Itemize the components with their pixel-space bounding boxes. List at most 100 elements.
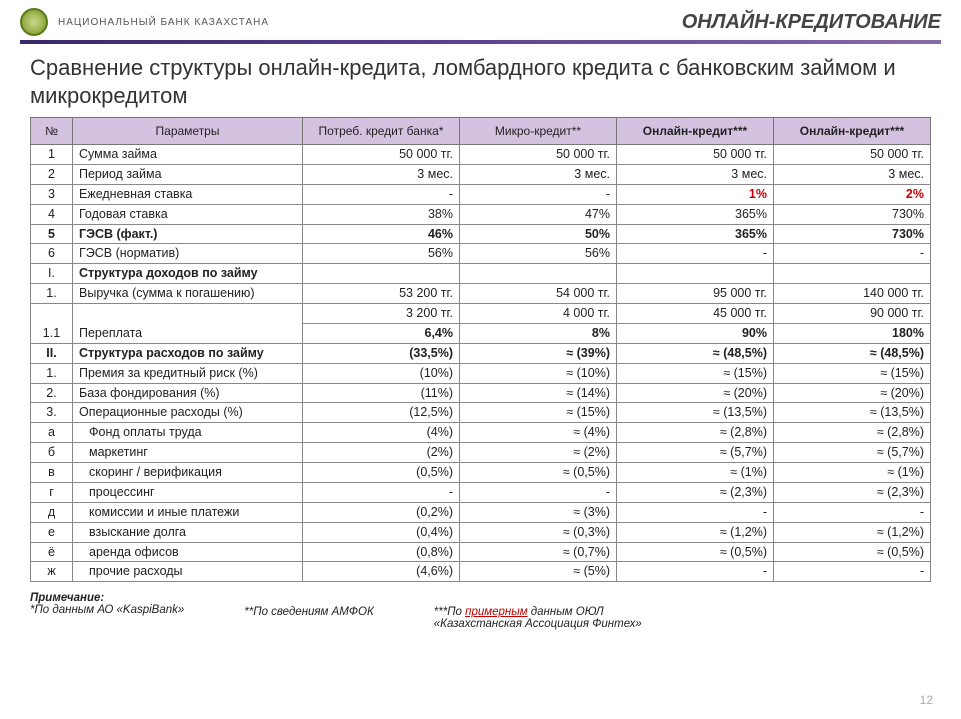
cell-value: ≈ (20%): [617, 383, 774, 403]
cell-value: 180%: [774, 323, 931, 343]
cell-num: 5: [31, 224, 73, 244]
table-body: 1Сумма займа50 000 тг.50 000 тг.50 000 т…: [31, 145, 931, 582]
cell-value: -: [460, 184, 617, 204]
cell-param: взыскание долга: [73, 522, 303, 542]
cell-value: (33,5%): [303, 343, 460, 363]
table-row: 2Период займа3 мес.3 мес.3 мес.3 мес.: [31, 164, 931, 184]
cell-num: а: [31, 423, 73, 443]
cell-value: 140 000 тг.: [774, 284, 931, 304]
cell-value: ≈ (0,5%): [774, 542, 931, 562]
cell-param: Структура доходов по займу: [73, 264, 303, 284]
cell-value: 46%: [303, 224, 460, 244]
col-online2: Онлайн-кредит***: [774, 118, 931, 145]
cell-value: ≈ (13,5%): [774, 403, 931, 423]
cell-value: ≈ (2,8%): [617, 423, 774, 443]
cell-num: ё: [31, 542, 73, 562]
cell-value: ≈ (1,2%): [774, 522, 931, 542]
table-row: 6ГЭСВ (норматив)56%56%--: [31, 244, 931, 264]
cell-value: 730%: [774, 204, 931, 224]
cell-value: (0,8%): [303, 542, 460, 562]
cell-value: -: [617, 244, 774, 264]
cell-value: (0,2%): [303, 502, 460, 522]
cell-param: Ежедневная ставка: [73, 184, 303, 204]
cell-num: 6: [31, 244, 73, 264]
table-row: ёаренда офисов(0,8%)≈ (0,7%)≈ (0,5%)≈ (0…: [31, 542, 931, 562]
table-row: 5ГЭСВ (факт.)46%50%365%730%: [31, 224, 931, 244]
cell-param: Период займа: [73, 164, 303, 184]
cell-value: ≈ (1,2%): [617, 522, 774, 542]
table-row: 2.База фондирования (%)(11%)≈ (14%)≈ (20…: [31, 383, 931, 403]
logo-block: НАЦИОНАЛЬНЫЙ БАНК КАЗАХСТАНА: [20, 8, 269, 36]
cell-value: 4 000 тг.: [460, 304, 617, 324]
cell-value: 2%: [774, 184, 931, 204]
cell-value: 3 200 тг.: [303, 304, 460, 324]
cell-value: ≈ (15%): [617, 363, 774, 383]
cell-value: ≈ (2,3%): [617, 482, 774, 502]
table-row: 1.1Переплата6,4%8%90%180%: [31, 323, 931, 343]
cell-param: Операционные расходы (%): [73, 403, 303, 423]
cell-value: ≈ (5,7%): [617, 443, 774, 463]
table-row: 1.Выручка (сумма к погашению)53 200 тг.5…: [31, 284, 931, 304]
table-row: 1.Премия за кредитный риск (%)(10%)≈ (10…: [31, 363, 931, 383]
cell-value: ≈ (20%): [774, 383, 931, 403]
cell-value: -: [303, 482, 460, 502]
cell-value: (4%): [303, 423, 460, 443]
cell-value: ≈ (14%): [460, 383, 617, 403]
cell-param: База фондирования (%): [73, 383, 303, 403]
cell-num: 4: [31, 204, 73, 224]
cell-value: ≈ (15%): [774, 363, 931, 383]
note-label: Примечание:: [30, 592, 104, 604]
cell-value: 50 000 тг.: [774, 145, 931, 165]
cell-param: прочие расходы: [73, 562, 303, 582]
cell-value: 730%: [774, 224, 931, 244]
table-row: гпроцессинг--≈ (2,3%)≈ (2,3%): [31, 482, 931, 502]
cell-value: [774, 264, 931, 284]
table-row: вскоринг / верификация(0,5%)≈ (0,5%)≈ (1…: [31, 463, 931, 483]
cell-value: 8%: [460, 323, 617, 343]
cell-value: 3 мес.: [303, 164, 460, 184]
cell-num: 3: [31, 184, 73, 204]
footnote-2: **По сведениям АМФОК: [244, 606, 373, 618]
cell-value: -: [774, 562, 931, 582]
cell-param: Сумма займа: [73, 145, 303, 165]
cell-value: ≈ (5,7%): [774, 443, 931, 463]
page-title: Сравнение структуры онлайн-кредита, ломб…: [0, 44, 961, 117]
cell-value: -: [774, 502, 931, 522]
table-head-row: № Параметры Потреб. кредит банка* Микро-…: [31, 118, 931, 145]
cell-value: 54 000 тг.: [460, 284, 617, 304]
cell-num: 2: [31, 164, 73, 184]
cell-value: [460, 264, 617, 284]
footnote-3b: примерным: [465, 606, 527, 618]
cell-param: комиссии и иные платежи: [73, 502, 303, 522]
cell-value: 47%: [460, 204, 617, 224]
cell-value: 45 000 тг.: [617, 304, 774, 324]
table-row: 3 200 тг.4 000 тг.45 000 тг.90 000 тг.: [31, 304, 931, 324]
cell-param: Годовая ставка: [73, 204, 303, 224]
cell-value: 6,4%: [303, 323, 460, 343]
table-row: II.Структура расходов по займу(33,5%)≈ (…: [31, 343, 931, 363]
cell-num: 1: [31, 145, 73, 165]
table-row: 1Сумма займа50 000 тг.50 000 тг.50 000 т…: [31, 145, 931, 165]
cell-value: ≈ (2%): [460, 443, 617, 463]
cell-value: ≈ (48,5%): [617, 343, 774, 363]
cell-num: II.: [31, 343, 73, 363]
cell-value: 95 000 тг.: [617, 284, 774, 304]
cell-value: ≈ (15%): [460, 403, 617, 423]
cell-num: 1.1: [31, 323, 73, 343]
cell-value: 56%: [303, 244, 460, 264]
cell-value: ≈ (39%): [460, 343, 617, 363]
cell-value: [617, 264, 774, 284]
cell-value: 3 мес.: [617, 164, 774, 184]
cell-param: ГЭСВ (норматив): [73, 244, 303, 264]
cell-value: ≈ (48,5%): [774, 343, 931, 363]
cell-param: Премия за кредитный риск (%): [73, 363, 303, 383]
cell-num: 1.: [31, 284, 73, 304]
cell-value: 3 мес.: [460, 164, 617, 184]
cell-param: Переплата: [73, 323, 303, 343]
cell-value: ≈ (5%): [460, 562, 617, 582]
cell-value: [303, 264, 460, 284]
cell-param: аренда офисов: [73, 542, 303, 562]
page-number: 12: [920, 693, 933, 707]
cell-num: ж: [31, 562, 73, 582]
cell-value: (4,6%): [303, 562, 460, 582]
